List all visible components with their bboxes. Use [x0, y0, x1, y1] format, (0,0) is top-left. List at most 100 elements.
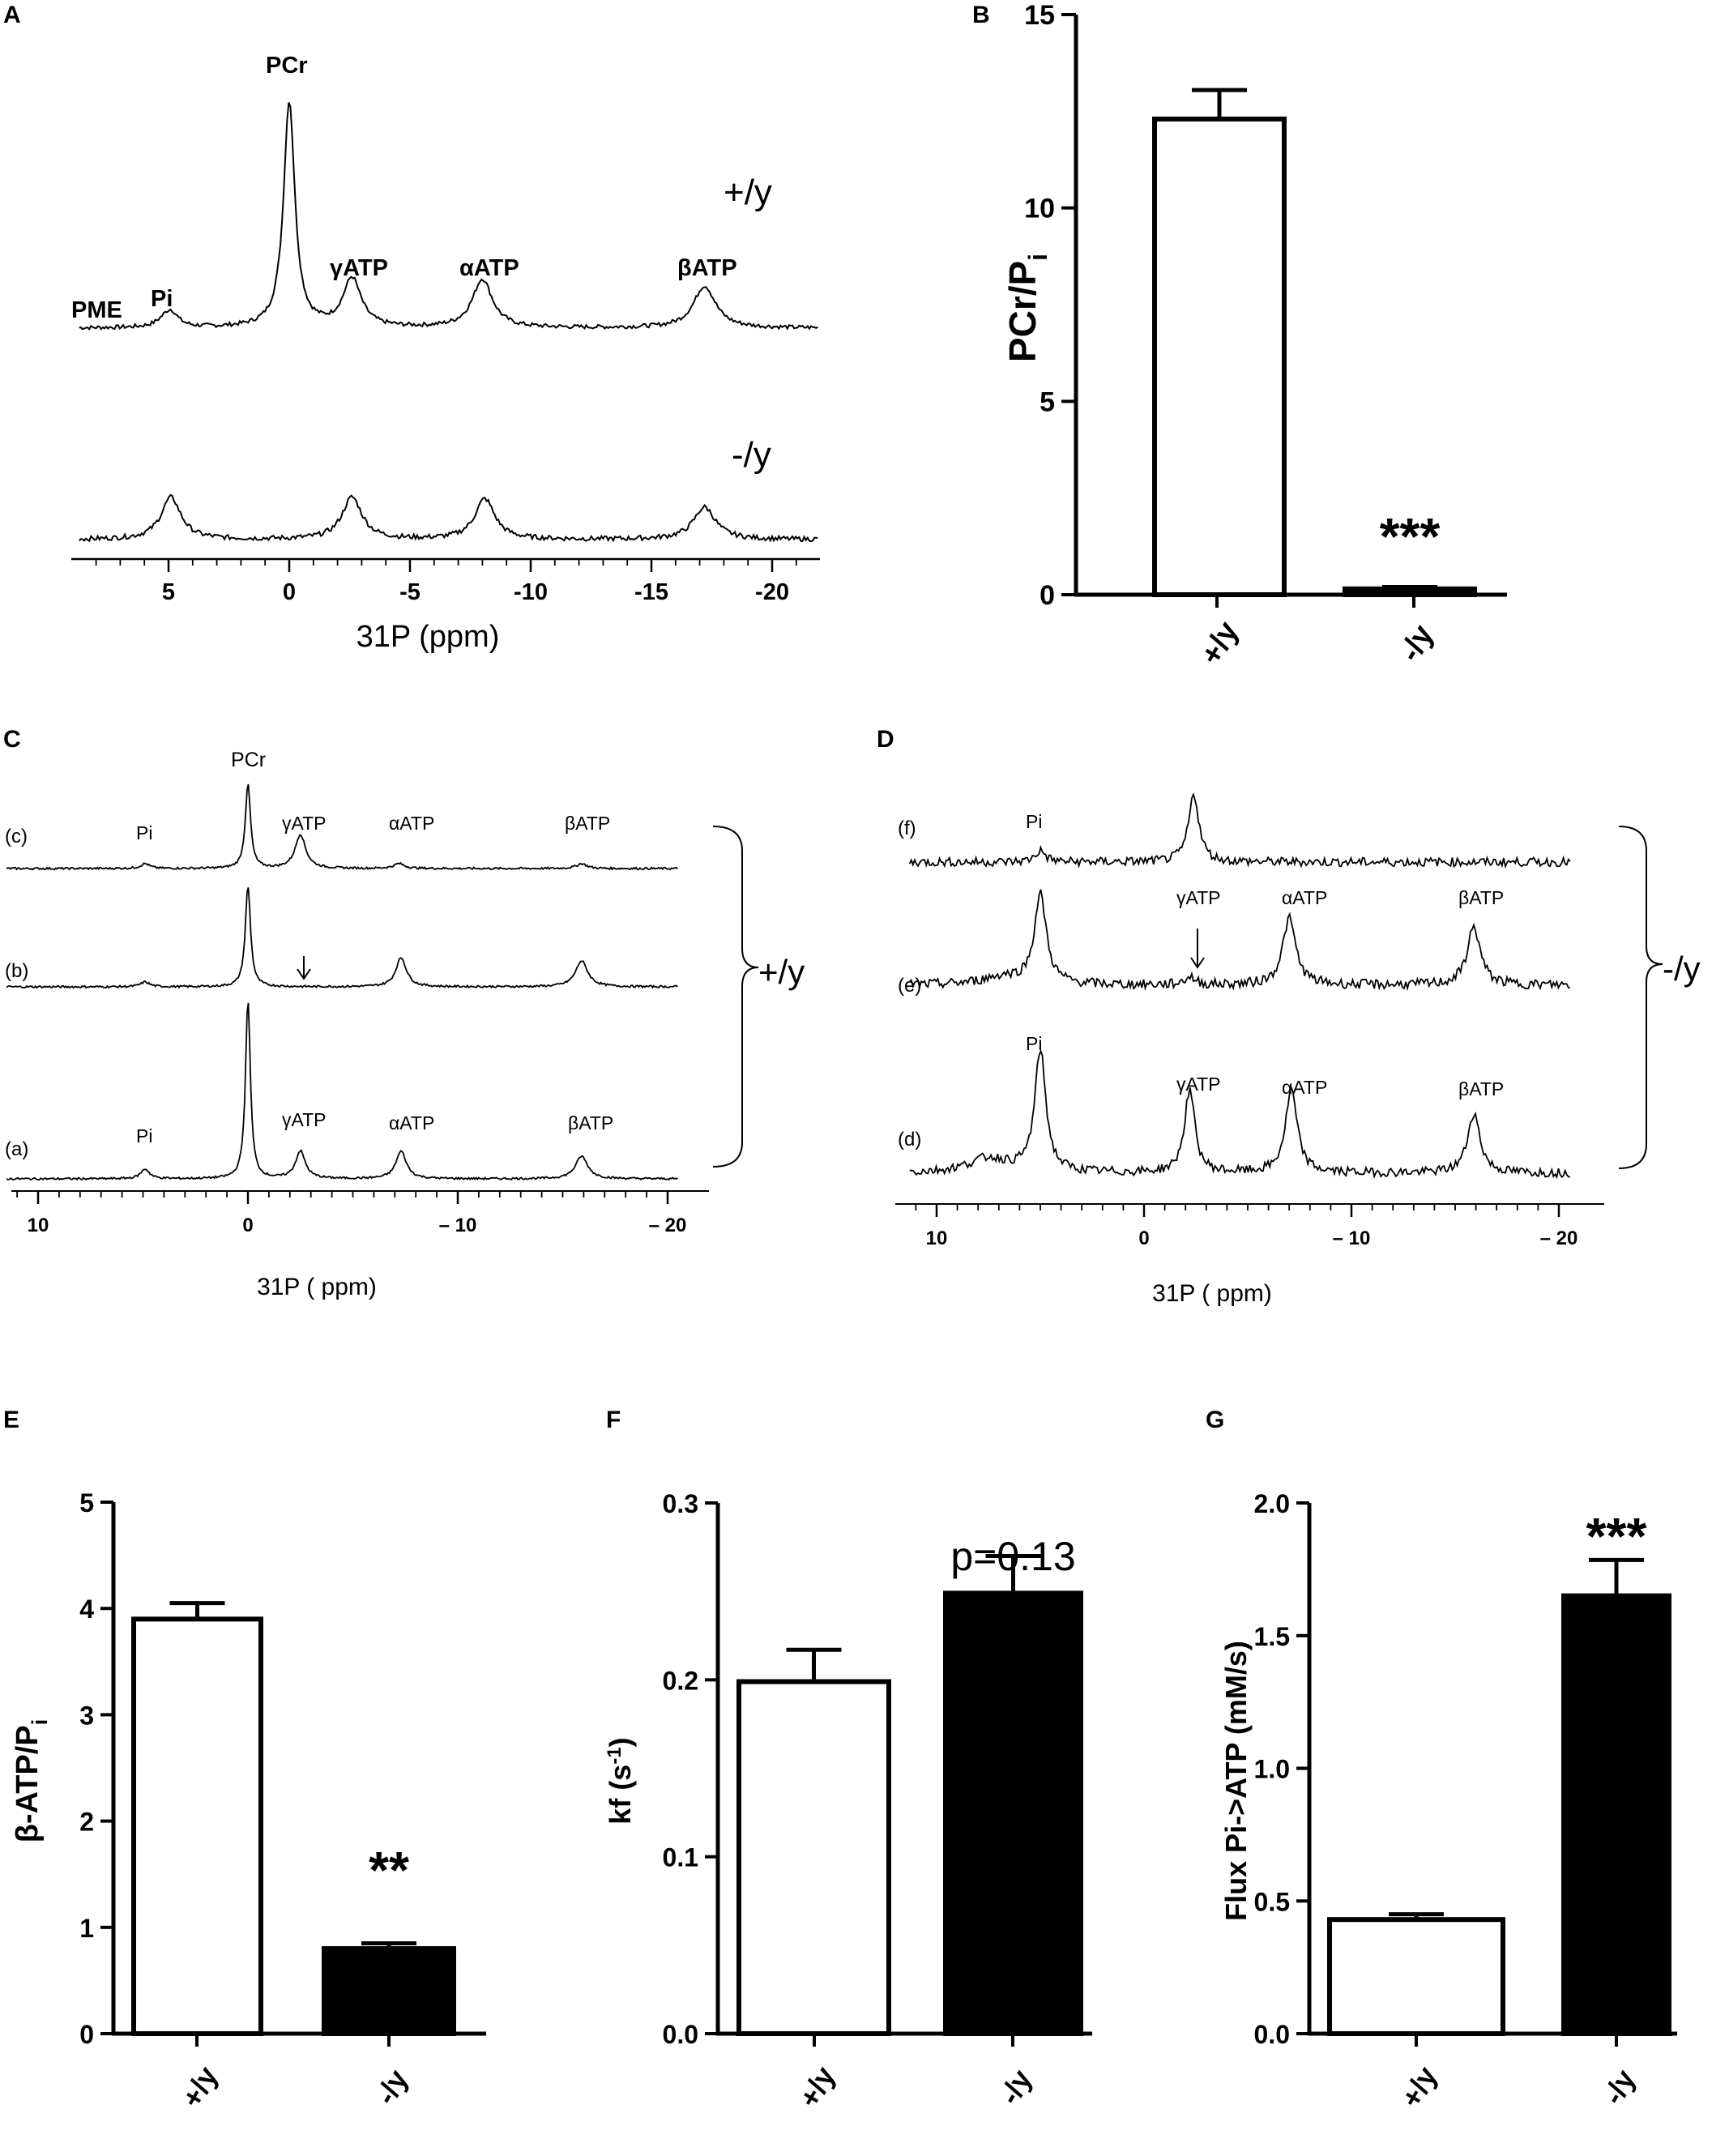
- category-label: +/y: [1194, 616, 1245, 671]
- peak-label-pcr: PCr: [266, 53, 308, 79]
- y-tick-label: 4: [79, 1595, 94, 1624]
- spectrum-a-minus: [78, 493, 818, 543]
- x-tick-label: -15: [634, 579, 668, 605]
- significance-label: **: [369, 1841, 409, 1899]
- brace-d: [1618, 826, 1663, 1169]
- y-tick-label: 5: [79, 1488, 94, 1518]
- y-tick-label: 3: [79, 1701, 94, 1730]
- category-label: -/y: [993, 2064, 1039, 2110]
- significance-label: p=0.13: [950, 1534, 1075, 1579]
- c-peak-beta-atp: βATP: [565, 813, 610, 834]
- significance-label: ***: [1586, 1507, 1647, 1565]
- y-axis-label-g: Flux Pi->ATP (mM/s): [1219, 1641, 1253, 1921]
- y-tick-label: 0: [1040, 580, 1055, 611]
- f-peak-pi: Pi: [1026, 811, 1042, 832]
- spectrum-e: [909, 889, 1571, 992]
- category-label: +/y: [175, 2060, 224, 2113]
- a-peak-beta-atp: βATP: [568, 1112, 613, 1134]
- x-axis-label-c: 31P ( ppm): [257, 1274, 377, 1300]
- x-tick-label: -10: [514, 579, 548, 605]
- spectrum-a-plus: [79, 102, 818, 331]
- peak-label-pi: Pi: [151, 286, 173, 312]
- y-tick-label: 0.1: [663, 1843, 698, 1872]
- bar: [736, 1679, 891, 2036]
- x-tick-label: -20: [755, 579, 789, 605]
- panel-f-label: F: [606, 1407, 621, 1433]
- trace-label-d: (d): [898, 1129, 921, 1151]
- y-tick-label: 0.3: [663, 1489, 698, 1518]
- x-tick-label: – 10: [1333, 1227, 1371, 1249]
- category-label: -/y: [369, 2064, 415, 2110]
- a-peak-alpha-atp: αATP: [389, 1112, 434, 1134]
- group-label-d: -/y: [1663, 950, 1701, 988]
- e-peak-alpha-atp: αATP: [1282, 887, 1327, 908]
- panel-e-label: E: [3, 1407, 19, 1433]
- peak-label-pme: PME: [71, 297, 122, 323]
- y-tick-label: 2.0: [1254, 1489, 1290, 1518]
- bar: [1561, 1593, 1671, 2036]
- c-peak-pi: Pi: [136, 822, 152, 843]
- bar-chart-e: 0 1 2 3 4 5 +/y -/y **: [79, 1488, 486, 2113]
- x-tick-label: – 10: [439, 1215, 477, 1236]
- panel-d: D (f) (e) (d) Pi γATP αATP βATP Pi γATP …: [877, 726, 1701, 1307]
- bar: [1152, 116, 1287, 597]
- peak-label-alpha-atp: αATP: [459, 255, 519, 281]
- d-peak-pi: Pi: [1026, 1033, 1042, 1054]
- y-tick-label: 0.2: [663, 1666, 698, 1695]
- d-peak-beta-atp: βATP: [1458, 1078, 1504, 1099]
- x-tick-label: 5: [162, 579, 175, 605]
- trace-label-b: (b): [5, 960, 28, 982]
- spectrum-b: [6, 887, 678, 989]
- y-tick-label: 0.0: [663, 2020, 698, 2049]
- panel-b: B 0 5 10 15 +/y -/y *** PCr/Pi: [972, 0, 1507, 671]
- panel-g: G 0.0 0.5 1.0 1.5 2.0 +/y -/y *** Flux Pi->ATP …: [1206, 1407, 1677, 2113]
- panel-e: E 0 1 2 3 4 5 +/y -/y ** β-ATP/Pi: [3, 1407, 486, 2113]
- x-ticks-c: 10 0 – 10 – 20: [16, 1191, 687, 1236]
- x-axis-label-d: 31P ( ppm): [1152, 1280, 1272, 1307]
- arrow-d: [1190, 929, 1205, 969]
- group-label-minus: -/y: [732, 435, 771, 475]
- bar: [1327, 1917, 1505, 2037]
- panel-d-label: D: [877, 726, 894, 753]
- category-label: +/y: [792, 2060, 842, 2113]
- bar-chart-b: 0 5 10 15 +/y -/y ***: [1024, 0, 1507, 671]
- panel-a-label: A: [3, 2, 21, 28]
- spectrum-c: [6, 783, 678, 871]
- trace-label-f: (f): [898, 818, 916, 839]
- y-tick-label: 1: [79, 1914, 94, 1943]
- peak-label-beta-atp: βATP: [677, 255, 737, 281]
- d-peak-alpha-atp: αATP: [1282, 1077, 1327, 1098]
- y-tick-label: 0.0: [1254, 2020, 1290, 2049]
- x-tick-label: 10: [926, 1227, 948, 1249]
- y-tick-label: 10: [1024, 194, 1055, 224]
- y-tick-label: 1.5: [1254, 1622, 1290, 1651]
- brace-c: [712, 826, 759, 1168]
- x-ticks-d: 10 0 – 10 – 20: [915, 1204, 1577, 1249]
- bar: [322, 1946, 456, 2037]
- x-ticks-a: 5 0 -5 -10 -15 -20: [95, 559, 797, 605]
- y-tick-label: 15: [1024, 0, 1055, 31]
- y-tick-label: 2: [79, 1808, 94, 1837]
- panel-f: F 0.0 0.1 0.2 0.3 +/y -/y p=0.13 kf (s-1): [604, 1407, 1092, 2113]
- significance-label: ***: [1380, 507, 1441, 566]
- group-label-plus: +/y: [724, 173, 772, 212]
- panel-c-label: C: [3, 726, 21, 753]
- group-label-c: +/y: [758, 953, 805, 991]
- bar: [943, 1590, 1083, 2036]
- y-tick-label: 5: [1040, 386, 1055, 417]
- y-axis-label-f: kf (s-1): [604, 1737, 637, 1824]
- category-label: -/y: [1393, 619, 1441, 667]
- trace-label-a: (a): [5, 1138, 28, 1160]
- a-peak-pi: Pi: [136, 1125, 152, 1146]
- spectrum-d: [909, 1048, 1571, 1180]
- y-axis-label-e: β-ATP/Pi: [11, 1719, 52, 1842]
- e-peak-beta-atp: βATP: [1458, 887, 1504, 908]
- panel-a: A PME Pi PCr γATP αATP βATP +/y -/y 5 0 -5…: [3, 2, 820, 654]
- bar-chart-g: 0.0 0.5 1.0 1.5 2.0 +/y -/y ***: [1254, 1489, 1677, 2113]
- x-tick-label: 0: [283, 579, 296, 605]
- y-tick-label: 1.0: [1254, 1755, 1290, 1784]
- panel-g-label: G: [1206, 1407, 1224, 1433]
- x-tick-label: – 20: [649, 1215, 687, 1236]
- spectrum-f: [908, 792, 1571, 869]
